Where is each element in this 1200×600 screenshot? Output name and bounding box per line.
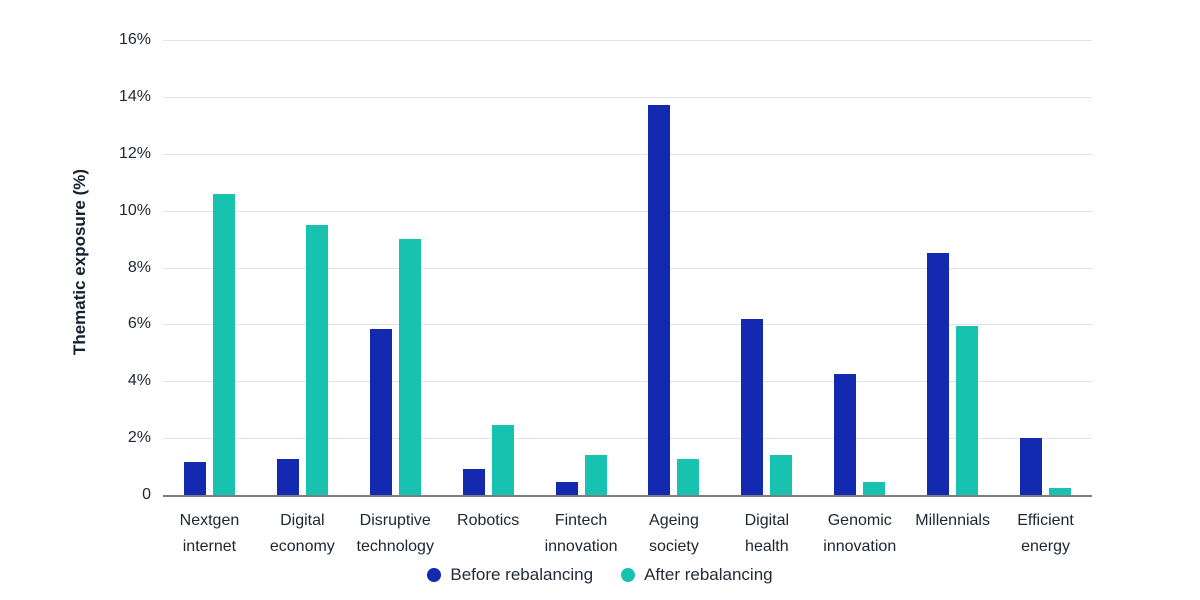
legend-label-after-rebalancing: After rebalancing — [644, 565, 773, 584]
legend-marker-before-icon — [427, 568, 442, 582]
gridline — [163, 210, 1092, 212]
category-label: Digital economy — [269, 512, 335, 555]
y-tick-label: 10% — [118, 201, 151, 219]
category-label: Disruptive technology — [356, 512, 434, 555]
legend-label-before-rebalancing: Before rebalancing — [450, 565, 594, 584]
category-label: Millennials — [915, 512, 990, 529]
category-label: Digital health — [744, 512, 790, 555]
bar-before-rebalancing — [276, 459, 299, 495]
y-tick-label: 4% — [127, 372, 151, 390]
bar-after-rebalancing — [956, 325, 979, 495]
bar-before-rebalancing — [834, 374, 857, 495]
gridline — [163, 96, 1092, 98]
gridline — [163, 381, 1092, 383]
bar-before-rebalancing — [1020, 438, 1043, 495]
bar-after-rebalancing — [677, 459, 700, 495]
bar-before-rebalancing — [648, 105, 671, 495]
category-label: Robotics — [457, 512, 520, 529]
category-label: Genomic innovation — [823, 512, 897, 555]
bar-after-rebalancing — [584, 455, 607, 495]
category-label: Nextgen internet — [179, 512, 240, 555]
bar-before-rebalancing — [555, 482, 578, 495]
plot-area — [163, 40, 1092, 497]
legend-item-before-rebalancing: Before rebalancing — [427, 565, 593, 585]
category-label: Ageing society — [649, 512, 699, 555]
bar-after-rebalancing — [305, 224, 328, 495]
bar-after-rebalancing — [863, 482, 886, 495]
y-tick-label: 6% — [127, 315, 151, 333]
y-tick-label: 14% — [118, 87, 151, 105]
y-tick-label: 0 — [142, 486, 151, 503]
bar-before-rebalancing — [741, 318, 764, 495]
gridline — [163, 324, 1092, 326]
bar-after-rebalancing — [398, 239, 421, 495]
category-label: Fintech innovation — [544, 512, 618, 555]
legend-item-after-rebalancing: After rebalancing — [621, 565, 773, 585]
gridline — [163, 267, 1092, 269]
y-tick-label: 16% — [118, 31, 151, 48]
bar-before-rebalancing — [462, 469, 485, 495]
bar-before-rebalancing — [183, 462, 206, 495]
gridline — [163, 438, 1092, 440]
y-tick-label: 2% — [127, 429, 151, 447]
bar-after-rebalancing — [212, 193, 235, 495]
legend: Before rebalancing After rebalancing — [0, 565, 1200, 585]
bar-before-rebalancing — [369, 328, 392, 495]
bar-after-rebalancing — [1049, 487, 1072, 495]
bar-after-rebalancing — [770, 455, 793, 495]
y-tick-label: 12% — [118, 144, 151, 162]
gridline — [163, 40, 1092, 41]
legend-marker-after-icon — [621, 568, 636, 582]
gridline — [163, 153, 1092, 155]
bar-before-rebalancing — [927, 253, 950, 495]
x-axis-line — [163, 495, 1092, 497]
y-tick-label: 8% — [127, 258, 151, 276]
bar-after-rebalancing — [491, 425, 514, 495]
category-label: Efficient energy — [1017, 512, 1074, 555]
